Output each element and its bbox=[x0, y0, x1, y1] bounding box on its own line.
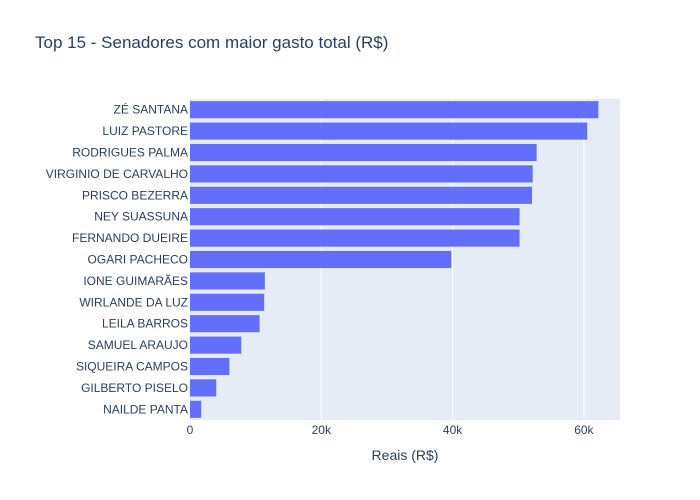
y-tick-label: VIRGINIO DE CARVALHO bbox=[46, 167, 188, 181]
bar[interactable] bbox=[190, 315, 260, 333]
bar[interactable] bbox=[190, 143, 537, 162]
x-tick-label: 40k bbox=[443, 423, 463, 437]
bar[interactable] bbox=[190, 122, 588, 140]
bar[interactable] bbox=[190, 400, 202, 418]
y-tick-label: GILBERTO PISELO bbox=[81, 381, 188, 395]
x-tick-label: 60k bbox=[574, 423, 594, 437]
bar[interactable] bbox=[190, 165, 533, 183]
y-tick-label: SIQUEIRA CAMPOS bbox=[76, 360, 188, 374]
bars bbox=[190, 101, 599, 418]
bar[interactable] bbox=[190, 357, 230, 376]
y-tick-label: OGARI PACHECO bbox=[88, 253, 188, 267]
chart-title: Top 15 - Senadores com maior gasto total… bbox=[35, 33, 389, 52]
x-tick-labels: 0 20k 40k 60k bbox=[187, 423, 595, 437]
y-tick-label: ZÉ SANTANA bbox=[114, 102, 188, 117]
x-tick-label: 20k bbox=[312, 423, 332, 437]
bar[interactable] bbox=[190, 293, 265, 311]
y-tick-label: LEILA BARROS bbox=[102, 317, 188, 331]
bar[interactable] bbox=[190, 379, 217, 397]
bar[interactable] bbox=[190, 186, 533, 204]
y-tick-label: WIRLANDE DA LUZ bbox=[79, 295, 188, 309]
bar[interactable] bbox=[190, 101, 599, 119]
y-tick-label: SAMUEL ARAUJO bbox=[88, 338, 188, 352]
y-tick-label: LUIZ PASTORE bbox=[102, 124, 188, 138]
y-tick-label: NAILDE PANTA bbox=[103, 402, 188, 416]
y-tick-label: IONE GUIMARÃES bbox=[83, 274, 188, 288]
y-tick-labels: ZÉ SANTANA LUIZ PASTORE RODRIGUES PALMA VIR… bbox=[46, 102, 188, 417]
y-tick-label: RODRIGUES PALMA bbox=[72, 146, 188, 160]
x-tick-label: 0 bbox=[187, 423, 194, 437]
bar[interactable] bbox=[190, 229, 520, 247]
bar[interactable] bbox=[190, 272, 265, 290]
bar[interactable] bbox=[190, 208, 520, 226]
y-tick-label: FERNANDO DUEIRE bbox=[72, 231, 188, 245]
bar[interactable] bbox=[190, 250, 452, 269]
y-tick-label: NEY SUASSUNA bbox=[94, 210, 188, 224]
y-tick-label: PRISCO BEZERRA bbox=[82, 188, 188, 202]
x-axis-title: Reais (R$) bbox=[372, 447, 439, 463]
bar[interactable] bbox=[190, 336, 242, 354]
